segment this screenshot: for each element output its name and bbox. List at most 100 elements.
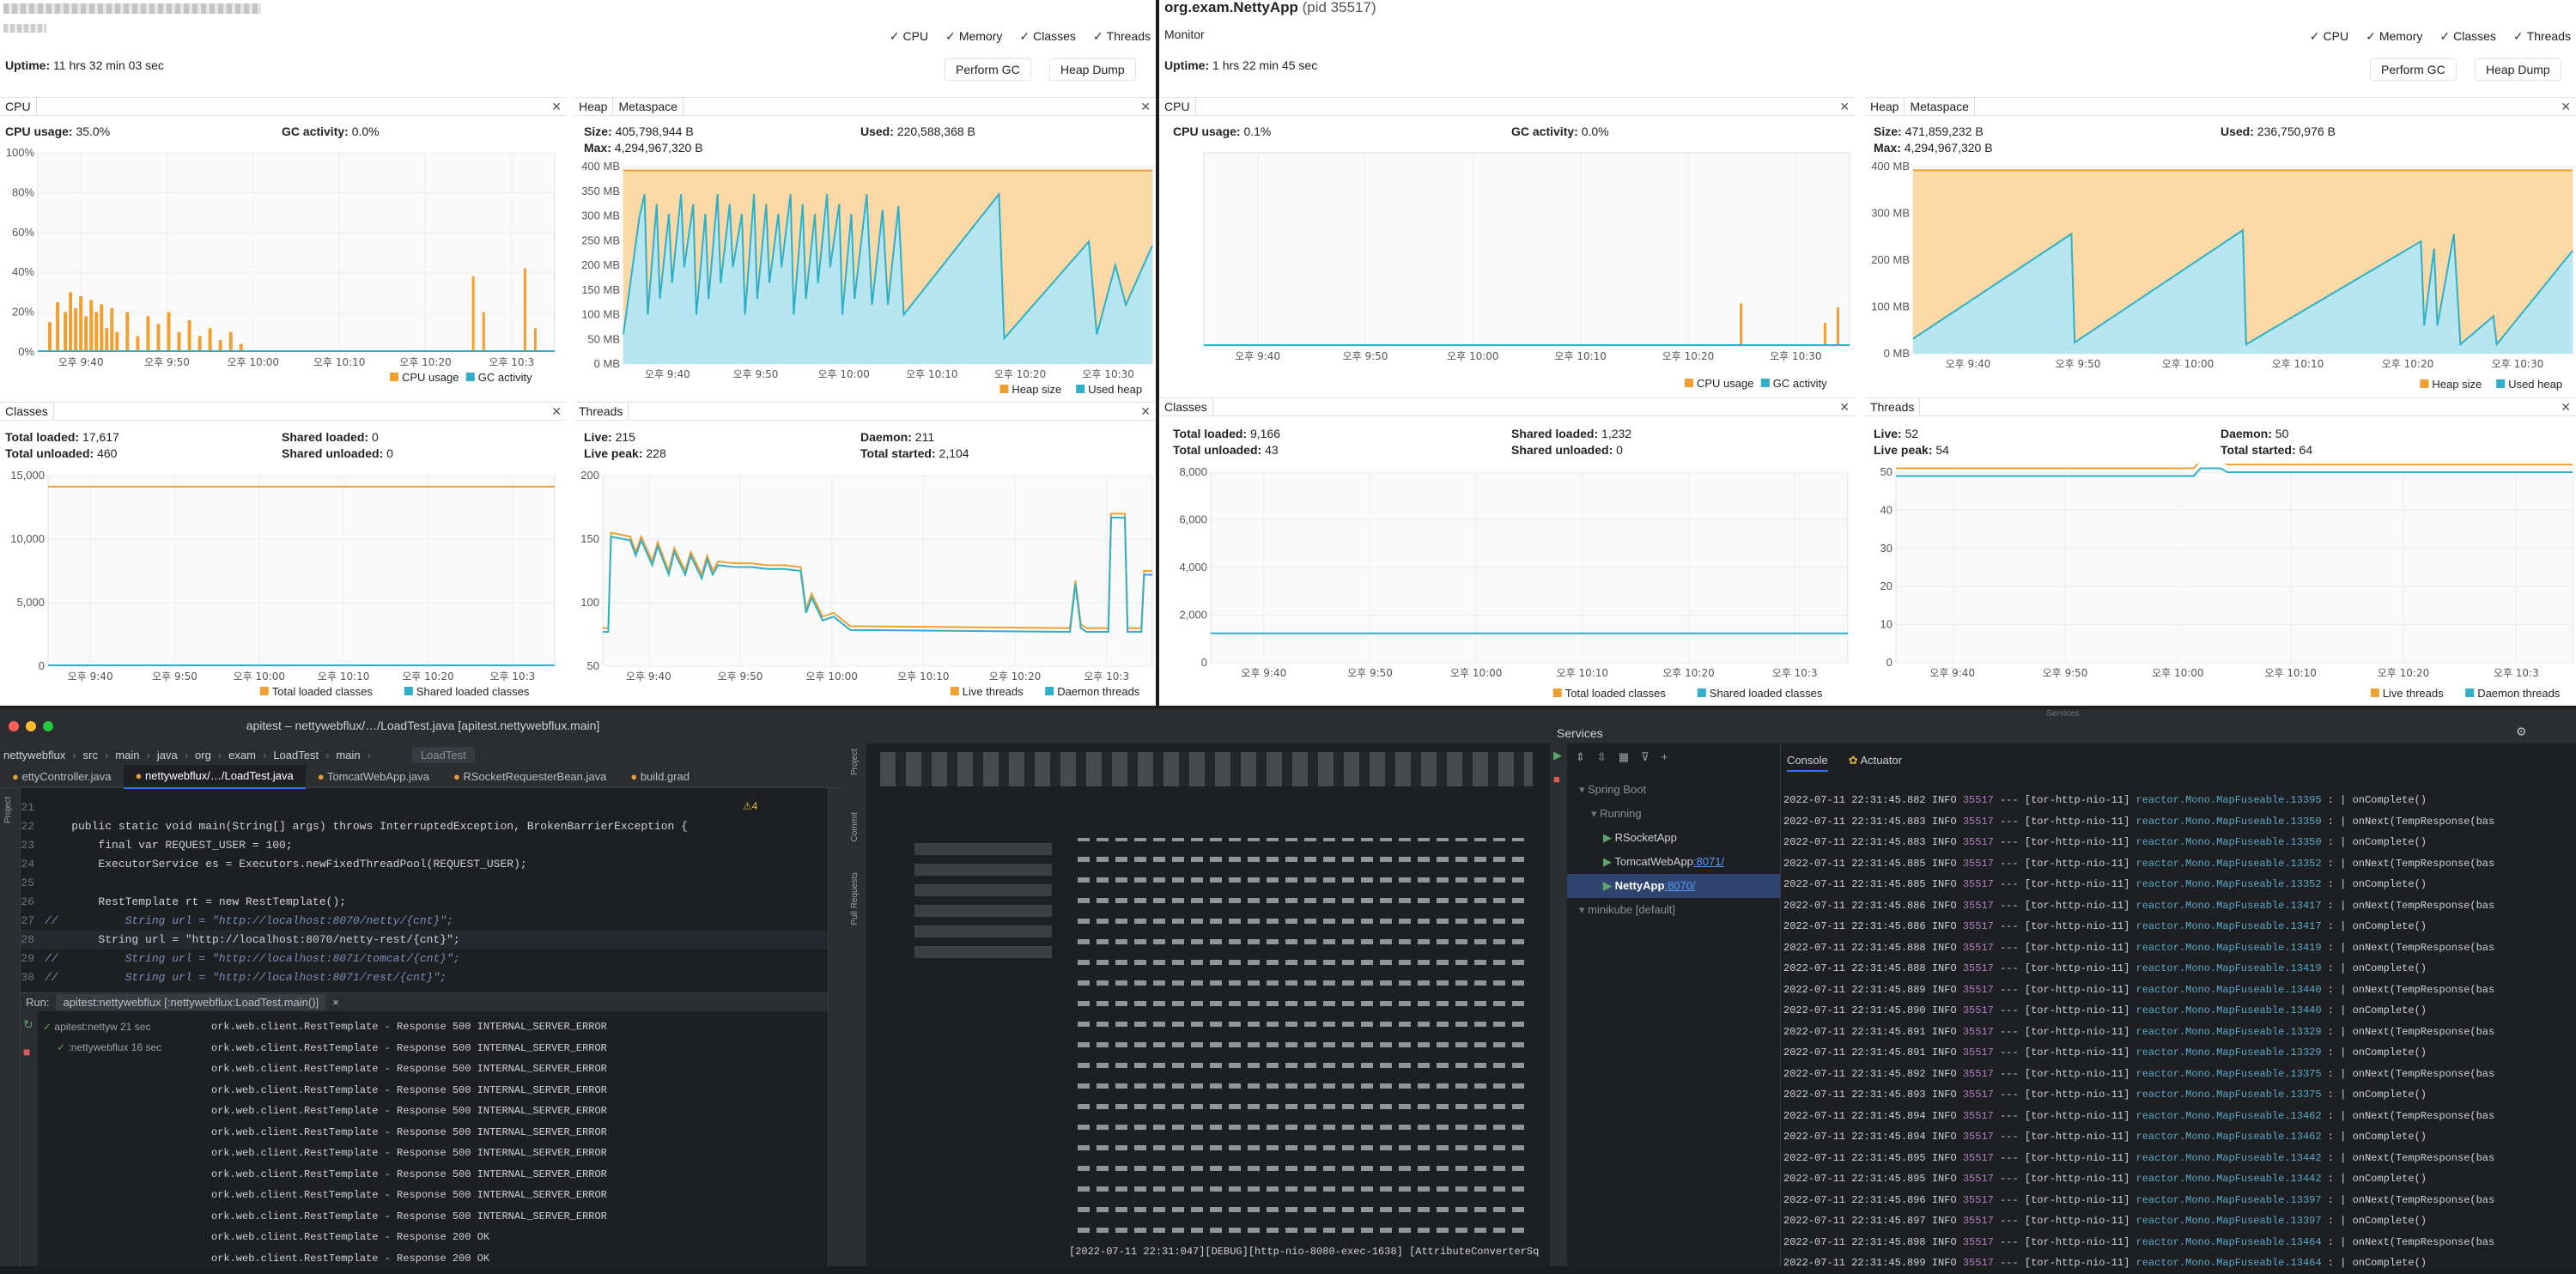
run-config-select[interactable]: LoadTest [411, 746, 475, 763]
filter-icon[interactable]: ⊽ [1641, 750, 1649, 763]
side-label[interactable]: Commit [850, 812, 860, 842]
toggle-classes[interactable]: ✓ Classes [1019, 28, 1076, 44]
close-icon[interactable]: ✕ [2561, 100, 2571, 113]
tab-actuator[interactable]: ✿ Actuator [1848, 754, 1902, 767]
code-line[interactable]: 25 [21, 877, 34, 889]
close-icon[interactable]: ✕ [2561, 400, 2571, 414]
code-line[interactable]: 30// String url = "http://localhost:8071… [21, 971, 447, 984]
breadcrumb-item[interactable]: main [336, 748, 361, 761]
code-line[interactable]: 27// String url = "http://localhost:8070… [21, 914, 453, 927]
legend-swatch [950, 687, 959, 695]
editor-tab[interactable]: ● build.grad [630, 769, 690, 783]
heap-dump-button[interactable]: Heap Dump [2475, 58, 2561, 81]
plot-area [47, 475, 556, 667]
uptime: Uptime: 11 hrs 32 min 03 sec [5, 58, 164, 72]
stop-icon[interactable]: ■ [1553, 773, 1560, 786]
tab-heap[interactable]: Heap [1865, 98, 1905, 115]
services-tree-item[interactable]: ▶ TomcatWebApp:8071/ [1603, 855, 1725, 868]
toggle-classes[interactable]: ✓ Classes [2439, 28, 2496, 44]
run-tree-item[interactable]: ✓ apitest:nettyw 21 sec [43, 1021, 151, 1033]
zoom-window-button[interactable] [43, 721, 53, 731]
services-tree-item[interactable]: ▶ NettyApp:8070/ [1567, 874, 1780, 898]
tab-metaspace[interactable]: Metaspace [1905, 98, 1975, 115]
toggle-memory[interactable]: ✓ Memory [945, 28, 1003, 44]
collapse-icon[interactable]: ⇳ [1596, 750, 1607, 763]
tab-console[interactable]: Console [1787, 754, 1828, 772]
legend-swatch [259, 687, 269, 695]
run-tab[interactable]: apitest:nettywebflux [:nettywebflux:Load… [56, 994, 326, 1010]
close-icon[interactable]: ✕ [1839, 400, 1850, 414]
x-tick-label: 오후 9:50 [1343, 350, 1388, 362]
perform-gc-button[interactable]: Perform GC [2370, 58, 2457, 81]
stop-icon[interactable]: ■ [23, 1046, 31, 1060]
expand-icon[interactable]: ⇕ [1576, 750, 1585, 763]
services-tree-item[interactable]: ▾ minikube [default] [1579, 903, 1676, 916]
port-link[interactable]: :8070/ [1664, 879, 1696, 892]
editor-tab[interactable]: ● RSocketRequesterBean.java [453, 769, 607, 783]
warning-counter[interactable]: ⚠4 [743, 800, 758, 812]
toggle-threads[interactable]: ✓ Threads [1092, 28, 1151, 44]
java-file-icon: ● [135, 768, 145, 782]
services-tree-item[interactable]: ▶ RSocketApp [1603, 831, 1677, 844]
code-line[interactable]: 23 final var REQUEST_USER = 100; [21, 839, 293, 852]
threads-header: Threads ✕ [1865, 397, 2576, 416]
settings-icon[interactable]: ⚙ [2516, 725, 2527, 738]
run-icon[interactable]: ▶ [1553, 749, 1562, 761]
side-label[interactable]: Pull Requests [850, 872, 860, 925]
tab-metaspace[interactable]: Metaspace [613, 98, 683, 115]
tab-monitor[interactable]: Monitor [1164, 27, 1205, 41]
breadcrumb-item[interactable]: java [156, 748, 178, 761]
breadcrumb-item[interactable]: exam [228, 748, 256, 761]
close-icon[interactable]: × [332, 996, 339, 1009]
minimize-window-button[interactable] [26, 721, 36, 731]
group-icon[interactable]: ▦ [1618, 750, 1630, 763]
editor-tab[interactable]: ● ettyController.java [12, 769, 112, 783]
code-line[interactable]: 29// String url = "http://localhost:8071… [21, 952, 460, 965]
toggle-cpu[interactable]: ✓ CPU [889, 28, 929, 44]
close-icon[interactable]: ✕ [1140, 100, 1151, 113]
cpu-usage: CPU usage: 0.1% [1173, 124, 1272, 138]
toggle-memory[interactable]: ✓ Memory [2366, 28, 2423, 44]
side-label[interactable]: Project [850, 749, 860, 776]
close-icon[interactable]: ✕ [551, 100, 562, 113]
code-line[interactable]: 24 ExecutorService es = Executors.newFix… [21, 858, 527, 871]
editor-tab[interactable]: ● nettywebflux/…/LoadTest.java [123, 764, 306, 789]
close-icon[interactable]: ✕ [551, 404, 562, 418]
breadcrumb-item[interactable]: org [195, 748, 211, 761]
tab-heap[interactable]: Heap [574, 98, 614, 115]
code-line[interactable]: 21 [21, 801, 34, 814]
daemon-threads-line [1896, 467, 2573, 477]
code-line[interactable]: 26 RestTemplate rt = new RestTemplate(); [21, 895, 347, 908]
heap-size: Size: 405,798,944 B [584, 124, 694, 138]
code-editor[interactable]: 21 22 public static void main(String[] ar… [21, 798, 828, 1006]
heap-dump-button[interactable]: Heap Dump [1049, 58, 1136, 81]
run-tree-item[interactable]: ✓ :nettywebflux 16 sec [57, 1041, 162, 1053]
port-link[interactable]: :8071/ [1692, 855, 1725, 868]
add-icon[interactable]: + [1661, 750, 1668, 763]
cpu-spike [74, 307, 78, 352]
checkmark-icon: ✓ [1019, 28, 1030, 43]
breadcrumb-item[interactable]: LoadTest [273, 748, 319, 761]
breadcrumb-item[interactable]: main [115, 748, 140, 761]
breadcrumb-item[interactable]: nettywebflux [3, 748, 66, 761]
toggle-threads[interactable]: ✓ Threads [2512, 28, 2571, 44]
chevron-right-icon: › [72, 748, 76, 761]
project-tool-button[interactable]: Project [3, 797, 13, 824]
live-threads-line [1896, 464, 2573, 470]
close-window-button[interactable] [9, 721, 19, 731]
rerun-icon[interactable]: ↻ [23, 1019, 33, 1033]
close-icon[interactable]: ✕ [1140, 404, 1151, 418]
services-tree-item[interactable]: ▾ Spring Boot [1579, 783, 1647, 796]
toggle-cpu[interactable]: ✓ CPU [2309, 28, 2349, 44]
perform-gc-button[interactable]: Perform GC [945, 58, 1031, 81]
editor-tab[interactable]: ● TomcatWebApp.java [317, 769, 429, 783]
y-tick-label: 15,000 [10, 469, 45, 482]
code-line[interactable]: 22 public static void main(String[] args… [21, 820, 688, 833]
services-tree-item[interactable]: ▾ Running [1591, 807, 1642, 820]
x-tick-label: 오후 10:20 [989, 670, 1041, 682]
console-line: ork.web.client.RestTemplate - Response 5… [211, 1105, 607, 1117]
breadcrumb-item[interactable]: src [82, 748, 98, 761]
code-line[interactable]: 28 String url = "http://localhost:8070/n… [21, 931, 828, 949]
close-icon[interactable]: ✕ [1839, 100, 1850, 113]
classes-header: Classes ✕ [1159, 397, 1855, 416]
